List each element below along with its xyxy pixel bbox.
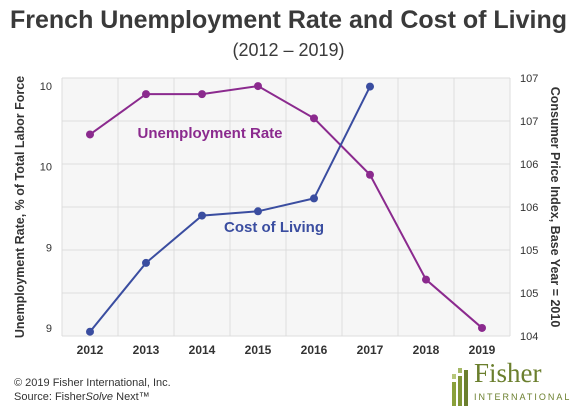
- y2-tick-label: 104: [520, 331, 538, 343]
- y-tick-label: 10: [40, 81, 52, 93]
- data-point: [142, 258, 150, 267]
- data-point: [366, 170, 374, 179]
- data-point: [198, 211, 206, 220]
- data-point: [310, 194, 318, 203]
- y2-tick-label: 105: [520, 288, 538, 300]
- copyright-text: © 2019 Fisher International, Inc.: [14, 377, 171, 389]
- series-annotation: Cost of Living: [224, 219, 324, 236]
- x-tick-label: 2017: [357, 343, 384, 357]
- y2-tick-label: 107: [520, 116, 538, 128]
- series-annotation: Unemployment Rate: [137, 125, 282, 142]
- data-point: [254, 207, 262, 216]
- source-suffix: Next™: [113, 391, 150, 403]
- x-tick-label: 2019: [469, 343, 496, 357]
- x-tick-label: 2012: [77, 343, 104, 357]
- data-point: [478, 323, 486, 332]
- source-italic: Solve: [85, 391, 114, 403]
- data-point: [422, 275, 430, 284]
- chart-title: French Unemployment Rate and Cost of Liv…: [10, 6, 567, 34]
- y2-tick-label: 107: [520, 73, 538, 85]
- data-point: [310, 114, 318, 123]
- series-line-0: [89, 85, 483, 329]
- y-tick-label: 9: [46, 242, 52, 254]
- data-point: [142, 90, 150, 99]
- x-tick-label: 2015: [245, 343, 272, 357]
- x-tick-label: 2014: [189, 343, 216, 357]
- source-prefix: Source: Fisher: [14, 391, 86, 403]
- data-point: [86, 327, 94, 336]
- data-point: [366, 82, 374, 91]
- y-tick-label: 10: [40, 162, 52, 174]
- y2-axis-title: Consumer Price Index, Base Year = 2010: [548, 87, 562, 328]
- y2-tick-label: 105: [520, 245, 538, 257]
- x-tick-label: 2016: [301, 343, 328, 357]
- fisher-logo-icon: [452, 368, 468, 406]
- series-line-1: [89, 86, 371, 333]
- y2-tick-label: 106: [520, 202, 538, 214]
- y2-tick-label: 106: [520, 159, 538, 171]
- x-tick-label: 2018: [413, 343, 440, 357]
- chart-subtitle: (2012 – 2019): [232, 40, 345, 60]
- y-axis-title: Unemployment Rate, % of Total Labor Forc…: [13, 76, 27, 338]
- source-text: Source: FisherSolve Next™: [14, 391, 150, 403]
- x-tick-label: 2013: [133, 343, 160, 357]
- logo-name: Fisher: [474, 358, 542, 388]
- data-point: [254, 82, 262, 91]
- data-point: [86, 130, 94, 139]
- y-tick-label: 9: [46, 323, 52, 335]
- data-point: [198, 90, 206, 99]
- logo-subtext: INTERNATIONAL: [474, 392, 572, 402]
